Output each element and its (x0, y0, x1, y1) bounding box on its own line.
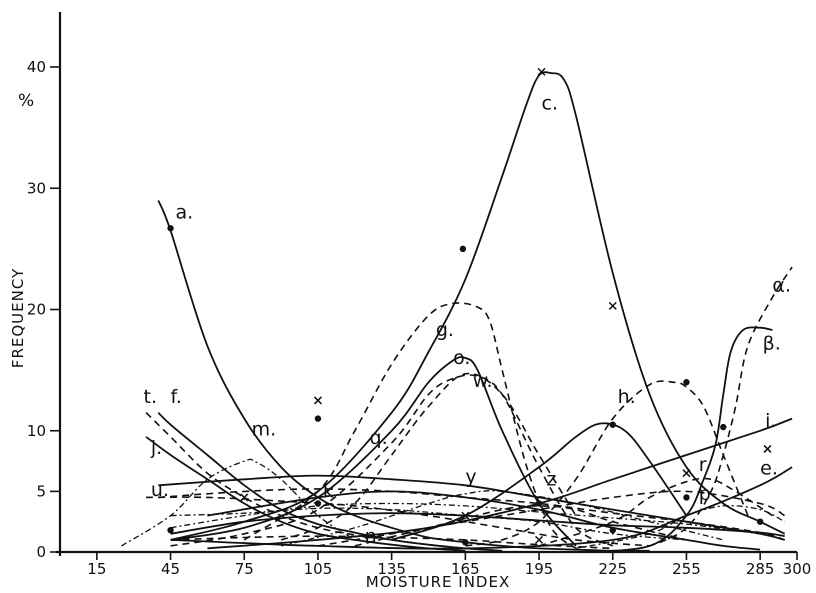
curve-label: i. (765, 410, 776, 432)
series-line-a (157, 200, 650, 552)
series-line-unlabeled-22 (391, 422, 688, 541)
series-line-h (465, 380, 749, 547)
curve-label: o. (453, 347, 470, 369)
data-point-dot (167, 225, 174, 232)
curve-label: j. (150, 437, 162, 459)
curve-label: g. (436, 319, 454, 341)
curve-label: f. (171, 386, 182, 408)
y-axis-title: FREQUENCY (9, 268, 27, 368)
x-tick-label: 285 (746, 560, 775, 578)
y-tick-label: 30 (27, 179, 46, 197)
curve-label: q. (370, 427, 388, 449)
axis-layer (56, 12, 797, 556)
x-tick-label: 45 (161, 560, 180, 578)
x-tick-label: 225 (598, 560, 627, 578)
data-point-dot (609, 421, 616, 428)
series-line-n (170, 535, 613, 550)
series-line-k (170, 507, 687, 541)
curve-label: t. (144, 386, 158, 408)
y-tick-label: 0 (36, 543, 46, 561)
series-line-unlabeled-23 (158, 474, 785, 541)
curve-label: β. (763, 333, 781, 355)
x-tick-label: 255 (672, 560, 701, 578)
data-point-dot (314, 415, 322, 422)
series-line-unlabeled-25 (170, 502, 761, 535)
curve-label: α. (772, 274, 791, 296)
series-line-m (121, 458, 356, 547)
series-line-unlabeled-28 (317, 490, 786, 547)
curve-label: h. (618, 386, 636, 408)
data-point-dot (720, 423, 727, 431)
x-tick-label: 15 (87, 560, 106, 578)
y-tick-label: 20 (27, 301, 46, 319)
curve-label: z (546, 468, 556, 490)
curve-label: e. (760, 457, 778, 479)
data-point-dot (314, 500, 322, 507)
curve-label: m. (252, 419, 277, 441)
data-point-dot (609, 526, 616, 534)
x-tick-label: 300 (783, 560, 812, 578)
data-point-dot (167, 526, 174, 534)
x-tick-label: 165 (451, 560, 480, 578)
data-point-cross (313, 396, 322, 405)
series-line-r (538, 477, 773, 547)
y-tick-label: 40 (27, 58, 46, 76)
data-point-cross (461, 511, 470, 520)
series-line-i (207, 417, 793, 550)
data-point-dot (756, 518, 764, 525)
data-point-cross (535, 535, 544, 544)
data-point-dot (459, 245, 467, 253)
series-line-f (157, 411, 503, 552)
series-line-q (280, 372, 577, 541)
data-point-cross (537, 67, 546, 76)
series-line-j (145, 436, 466, 552)
x-axis-title: MOISTURE INDEX (366, 573, 510, 591)
tick-layer: 15 45 75 105 135 165 195 225 255 285 300 0 5 10 20 30 40 (27, 58, 811, 578)
curve-label: p (699, 483, 711, 505)
series-line-c (170, 71, 786, 541)
x-tick-label: 195 (525, 560, 554, 578)
curve-label: u. (151, 479, 169, 501)
series-line-w (170, 374, 614, 547)
curve-label: r (699, 454, 707, 476)
series-line-s8 (575, 326, 773, 553)
series-line-unlabeled-26 (170, 512, 785, 538)
series-line-u (145, 496, 650, 547)
curve-label: y (465, 466, 476, 488)
series-layer (121, 71, 793, 553)
y-tick-label: 5 (36, 482, 46, 500)
data-point-cross (608, 301, 617, 310)
series-line-y (280, 490, 724, 547)
series-line-unlabeled-24 (158, 488, 785, 541)
curve-label: a. (175, 202, 193, 224)
series-line-g (243, 302, 577, 550)
series-line-s7 (612, 266, 793, 553)
data-point-dot (462, 539, 469, 546)
series-line-unlabeled-27 (207, 490, 761, 551)
data-point-cross (763, 444, 772, 453)
x-tick-label: 75 (235, 560, 254, 578)
data-point-cross (682, 469, 691, 478)
curve-label: k (323, 480, 334, 502)
data-point-cross (240, 493, 249, 502)
marker-layer (167, 67, 772, 546)
x-tick-label: 135 (377, 560, 406, 578)
data-point-dot (683, 379, 690, 386)
series-line-o (170, 356, 577, 547)
data-point-dot (683, 494, 690, 501)
y-tick-label: 10 (27, 422, 46, 440)
curve-label: w. (473, 370, 493, 392)
curve-label-layer: a. c. g. o.w. q. h. α. β. i. e. t. f. j. m. u. k y z n rp (144, 92, 791, 547)
curve-label: n (365, 525, 377, 547)
y-unit-label: % (18, 91, 34, 111)
curve-label: c. (542, 92, 559, 114)
x-tick-label: 105 (304, 560, 333, 578)
data-point-dot (535, 500, 543, 507)
series-line-t (145, 412, 503, 552)
